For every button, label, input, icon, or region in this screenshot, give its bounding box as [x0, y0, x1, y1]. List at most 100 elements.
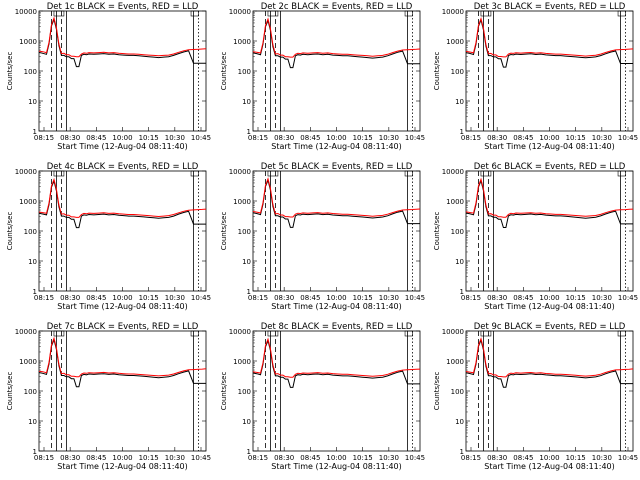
interval-box — [617, 170, 626, 177]
x-tick-label: 08:30 — [274, 294, 294, 302]
x-tick-label: 08:30 — [274, 454, 294, 462]
x-tick-label: 10:30 — [592, 294, 612, 302]
x-tick-label: 10:00 — [539, 134, 559, 142]
x-tick-label: 10:45 — [191, 294, 211, 302]
x-tick-label: 10:15 — [566, 454, 586, 462]
y-tick-label: 10000 — [15, 8, 37, 16]
x-tick-label: 08:45 — [513, 454, 533, 462]
x-axis-label: Start Time (12-Aug-04 08:11:40) — [484, 302, 615, 311]
y-tick-label: 100 — [451, 228, 464, 236]
x-tick-label: 10:15 — [139, 134, 159, 142]
x-tick-label: 10:45 — [618, 454, 638, 462]
events-series-line — [465, 18, 633, 68]
x-tick-label: 10:00 — [539, 454, 559, 462]
y-tick-label: 100 — [451, 68, 464, 76]
interval-box — [480, 170, 492, 177]
x-axis-label: Start Time (12-Aug-04 08:11:40) — [57, 142, 188, 151]
x-tick-label: 10:45 — [191, 454, 211, 462]
interval-box — [404, 10, 413, 17]
lld-series-line — [252, 177, 421, 218]
lld-series-line — [465, 337, 634, 378]
y-tick-label: 10 — [28, 418, 37, 426]
x-tick-label: 10:30 — [165, 294, 185, 302]
x-tick-label: 08:15 — [461, 134, 481, 142]
y-tick-label: 10 — [28, 258, 37, 266]
plot-frame — [465, 170, 634, 292]
y-tick-label: 10000 — [442, 8, 464, 16]
x-tick-label: 08:15 — [34, 294, 54, 302]
panel-title: Det 7c BLACK = Events, RED = LLD — [47, 322, 199, 332]
y-tick-label: 1000 — [446, 358, 464, 366]
panel-title: Det 6c BLACK = Events, RED = LLD — [474, 162, 626, 172]
events-series-line — [38, 338, 206, 388]
x-tick-label: 08:45 — [86, 134, 106, 142]
detector-panel-5: Det 5c BLACK = Events, RED = LLD 1 10 100 10… — [220, 162, 425, 311]
x-tick-label: 08:45 — [300, 134, 320, 142]
plot-frame — [252, 170, 421, 292]
x-tick-label: 10:45 — [405, 134, 425, 142]
x-tick-label: 10:15 — [139, 454, 159, 462]
detector-panel-4: Det 4c BLACK = Events, RED = LLD 1 10 100 10… — [6, 162, 211, 311]
y-tick-label: 10 — [455, 98, 464, 106]
events-series-line — [38, 17, 206, 68]
y-tick-label: 10000 — [229, 8, 251, 16]
x-tick-label: 10:15 — [353, 454, 373, 462]
lld-series-line — [465, 16, 634, 58]
x-tick-label: 10:00 — [326, 454, 346, 462]
y-tick-label: 10000 — [442, 328, 464, 336]
x-tick-label: 08:30 — [60, 454, 80, 462]
x-tick-label: 08:30 — [487, 134, 507, 142]
x-tick-label: 10:30 — [379, 454, 399, 462]
plot-frame — [38, 10, 207, 132]
lld-series-line — [38, 16, 207, 58]
y-tick-label: 1 — [33, 128, 37, 136]
panel-title: Det 2c BLACK = Events, RED = LLD — [261, 2, 413, 12]
panel-title: Det 1c BLACK = Events, RED = LLD — [47, 2, 199, 12]
events-series-line — [252, 178, 420, 228]
interval-box — [480, 10, 492, 17]
interval-box — [267, 10, 279, 17]
y-tick-label: 10 — [455, 258, 464, 266]
y-tick-label: 10000 — [15, 168, 37, 176]
interval-box — [53, 10, 65, 17]
y-tick-label: 10 — [242, 418, 251, 426]
y-axis-label: Counts/sec — [220, 372, 228, 411]
y-tick-label: 1 — [247, 288, 251, 296]
interval-box — [53, 330, 65, 337]
x-axis-label: Start Time (12-Aug-04 08:11:40) — [484, 142, 615, 151]
y-tick-label: 1 — [460, 448, 464, 456]
y-tick-label: 1000 — [19, 38, 37, 46]
plot-frame — [38, 330, 207, 452]
x-tick-label: 10:30 — [379, 134, 399, 142]
plot-frame — [252, 10, 421, 132]
y-axis-label: Counts/sec — [220, 52, 228, 91]
x-tick-label: 10:00 — [326, 294, 346, 302]
x-axis-label: Start Time (12-Aug-04 08:11:40) — [57, 462, 188, 471]
y-tick-label: 100 — [238, 228, 251, 236]
interval-box — [617, 330, 626, 337]
x-tick-label: 10:15 — [566, 134, 586, 142]
x-tick-label: 10:00 — [326, 134, 346, 142]
interval-box — [267, 330, 279, 337]
y-tick-label: 10000 — [229, 328, 251, 336]
interval-box — [267, 170, 279, 177]
x-tick-label: 10:30 — [592, 454, 612, 462]
x-tick-label: 08:15 — [34, 134, 54, 142]
y-tick-label: 1 — [247, 448, 251, 456]
x-tick-label: 10:15 — [139, 294, 159, 302]
x-tick-label: 10:30 — [165, 134, 185, 142]
panel-title: Det 9c BLACK = Events, RED = LLD — [474, 322, 626, 332]
panel-title: Det 4c BLACK = Events, RED = LLD — [47, 162, 199, 172]
events-series-line — [38, 179, 206, 229]
interval-box — [53, 170, 65, 177]
x-axis-label: Start Time (12-Aug-04 08:11:40) — [271, 302, 402, 311]
y-tick-label: 100 — [24, 68, 37, 76]
lld-series-line — [38, 336, 207, 378]
x-tick-label: 10:45 — [191, 134, 211, 142]
x-tick-label: 08:15 — [461, 454, 481, 462]
lld-series-line — [252, 17, 421, 58]
y-tick-label: 1000 — [446, 198, 464, 206]
y-tick-label: 1000 — [233, 38, 251, 46]
x-tick-label: 08:30 — [274, 134, 294, 142]
y-tick-label: 1 — [247, 128, 251, 136]
